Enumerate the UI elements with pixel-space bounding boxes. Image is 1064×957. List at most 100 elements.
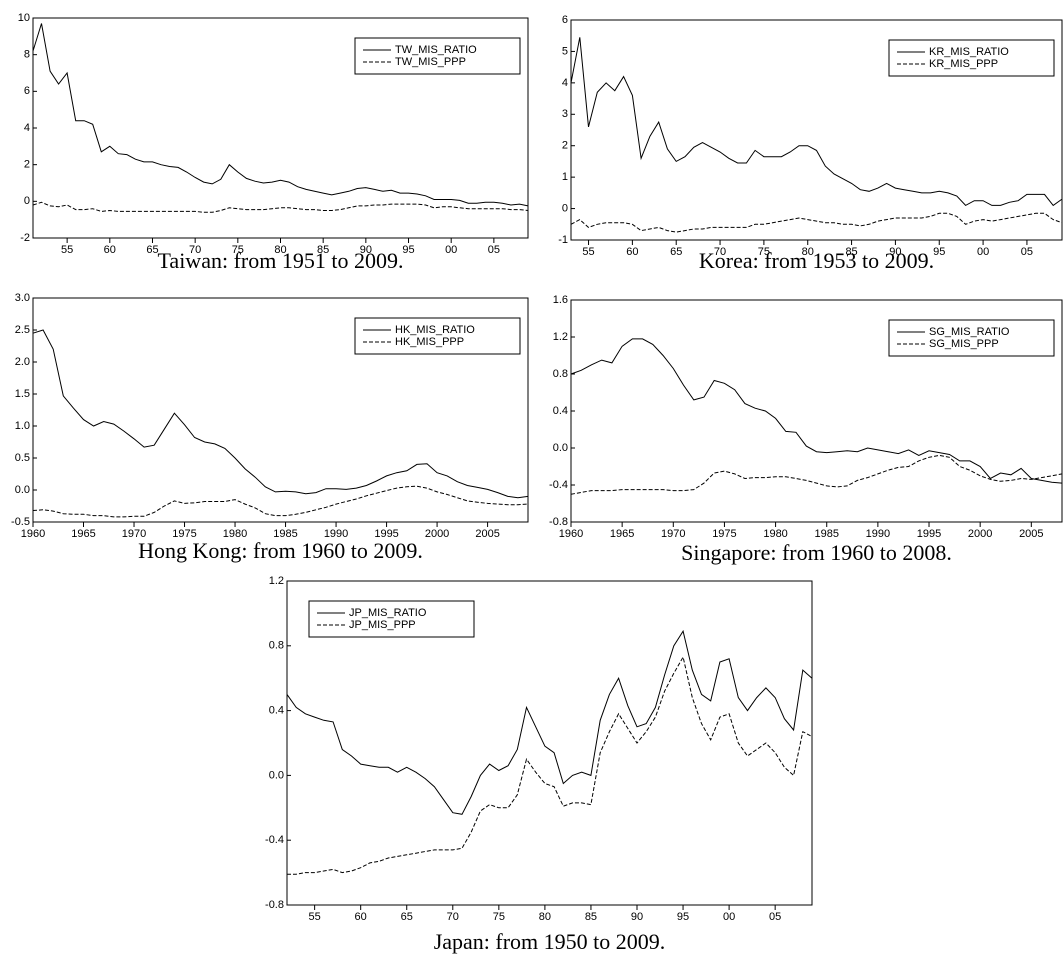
x-tick-label: 00 [977, 246, 989, 258]
legend-label: SG_MIS_RATIO [929, 326, 1010, 338]
caption: Singapore: from 1960 to 2008. [681, 540, 952, 565]
y-tick-label: 2.5 [15, 324, 30, 336]
x-tick-label: 85 [585, 911, 597, 923]
x-tick-label: 60 [626, 246, 638, 258]
y-tick-label: 0.0 [553, 442, 568, 454]
chart: -0.8 -0.4 0.0 0.4 0.8 1.2 55 60 65 70 75 80 85 90 95 00… [265, 575, 813, 954]
data-line [570, 212, 1063, 233]
plot-frame [32, 297, 529, 523]
y-tick-label: 0.8 [269, 640, 284, 652]
legend-label: JP_MIS_RATIO [349, 607, 427, 619]
x-tick-label: 1980 [763, 528, 787, 540]
y-tick-label: 10 [18, 12, 30, 24]
y-tick-label: 2 [562, 140, 568, 152]
y-tick-label: 6 [24, 85, 30, 97]
y-tick-label: 0.0 [269, 769, 284, 781]
data-line [570, 454, 1063, 495]
y-tick-label: -0.8 [265, 899, 284, 911]
y-tick-label: 3 [562, 108, 568, 120]
x-tick-label: 90 [360, 244, 372, 256]
x-tick-label: 90 [631, 911, 643, 923]
y-tick-label: 6 [562, 14, 568, 26]
legend-label: KR_MIS_PPP [929, 58, 998, 70]
x-tick-label: 70 [447, 911, 459, 923]
data-line [32, 329, 529, 499]
chart: -0.5 0.0 0.5 1.0 1.5 2.0 2.5 3.0 1960 1965 1970 197… [11, 292, 529, 563]
y-tick-label: 0.0 [15, 484, 30, 496]
x-tick-label: 05 [769, 911, 781, 923]
legend-box [888, 39, 1055, 77]
x-tick-label: 05 [1021, 246, 1033, 258]
x-tick-label: 95 [402, 244, 414, 256]
x-tick-label: 1995 [374, 528, 398, 540]
x-tick-label: 55 [309, 911, 321, 923]
legend-label: TW_MIS_RATIO [395, 44, 477, 56]
y-tick-label: -2 [20, 232, 30, 244]
plot-frame [570, 19, 1063, 241]
caption: Hong Kong: from 1960 to 2009. [138, 538, 423, 563]
plot-frame [286, 580, 813, 906]
x-tick-label: 80 [539, 911, 551, 923]
data-line [287, 655, 813, 875]
x-tick-label: 75 [232, 244, 244, 256]
caption: Korea: from 1953 to 2009. [699, 248, 934, 273]
x-tick-label: 2005 [1019, 528, 1043, 540]
y-tick-label: 2.0 [15, 356, 30, 368]
x-tick-label: 85 [845, 246, 857, 258]
x-tick-label: 1980 [223, 528, 247, 540]
x-tick-label: 60 [104, 244, 116, 256]
y-tick-label: -1 [558, 234, 568, 246]
x-tick-label: 80 [274, 244, 286, 256]
x-tick-label: 00 [445, 244, 457, 256]
legend-label: HK_MIS_PPP [395, 336, 464, 348]
y-tick-label: 0.4 [269, 705, 284, 717]
legend-label: SG_MIS_PPP [929, 338, 999, 350]
x-tick-label: 2005 [475, 528, 499, 540]
y-tick-label: 0.8 [553, 368, 568, 380]
y-tick-label: 1.0 [15, 420, 30, 432]
data-line [570, 37, 1063, 207]
x-tick-label: 1960 [559, 528, 583, 540]
y-tick-label: 3.0 [15, 292, 30, 304]
x-tick-label: 1965 [71, 528, 95, 540]
y-tick-label: 0.5 [15, 452, 30, 464]
x-tick-label: 85 [317, 244, 329, 256]
y-tick-label: -0.4 [549, 479, 568, 491]
x-tick-label: 60 [355, 911, 367, 923]
y-tick-label: 1.6 [553, 294, 568, 306]
legend-label: JP_MIS_PPP [349, 619, 416, 631]
x-tick-label: 90 [889, 246, 901, 258]
x-tick-label: 70 [714, 246, 726, 258]
x-tick-label: 1985 [814, 528, 838, 540]
x-tick-label: 70 [189, 244, 201, 256]
x-tick-label: 2000 [425, 528, 449, 540]
y-tick-label: 1.5 [15, 388, 30, 400]
y-tick-label: 1.2 [269, 575, 284, 587]
chart: -0.8 -0.4 0.0 0.4 0.8 1.2 1.6 1960 1965 1970 1975 1… [549, 294, 1063, 565]
legend-box [308, 600, 475, 638]
x-tick-label: 1985 [273, 528, 297, 540]
x-tick-label: 1990 [324, 528, 348, 540]
caption: Taiwan: from 1951 to 2009. [158, 248, 404, 273]
chart: -2 0 2 4 6 8 10 55 60 65 70 75 80 85 90 95 00 05 TW_MIS_RA… [18, 12, 529, 273]
x-tick-label: 55 [582, 246, 594, 258]
x-tick-label: 80 [802, 246, 814, 258]
x-tick-label: 65 [401, 911, 413, 923]
data-line [32, 201, 529, 213]
x-tick-label: 1970 [122, 528, 146, 540]
x-tick-label: 1975 [172, 528, 196, 540]
y-tick-label: -0.4 [265, 834, 284, 846]
y-tick-label: 0 [562, 202, 568, 214]
legend-box [354, 317, 521, 355]
y-tick-label: -0.8 [549, 516, 568, 528]
x-tick-label: 1970 [661, 528, 685, 540]
x-tick-label: 55 [61, 244, 73, 256]
x-tick-label: 00 [723, 911, 735, 923]
y-tick-label: 4 [24, 122, 30, 134]
caption: Japan: from 1950 to 2009. [434, 929, 666, 954]
legend-box [888, 319, 1055, 357]
data-line [32, 485, 529, 518]
legend-label: HK_MIS_RATIO [395, 324, 475, 336]
data-line [286, 629, 813, 815]
